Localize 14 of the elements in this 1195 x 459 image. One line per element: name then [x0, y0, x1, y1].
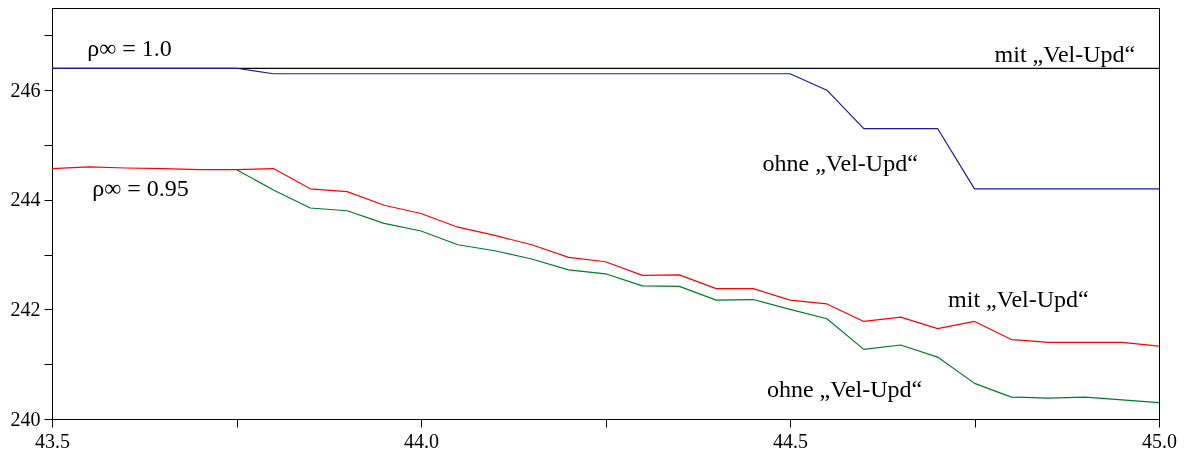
x-tick-label: 44.5 — [773, 429, 808, 452]
annotation: ρ∞ = 1.0 — [87, 35, 172, 62]
y-tick-label: 240 — [10, 407, 41, 430]
y-tick-label: 242 — [10, 297, 41, 320]
annotation: mit „Vel-Upd“ — [994, 41, 1136, 68]
x-tick-label: 43.5 — [35, 429, 70, 452]
x-tick-label: 45.0 — [1142, 429, 1177, 452]
y-tick-label: 246 — [10, 78, 41, 101]
annotation: mit „Vel-Upd“ — [948, 285, 1089, 312]
x-tick-label: 44.0 — [404, 429, 439, 452]
annotation: ρ∞ = 0.95 — [92, 174, 189, 201]
y-tick-label: 244 — [10, 188, 41, 211]
annotation: ohne „Vel-Upd“ — [766, 376, 923, 403]
annotation: ohne „Vel-Upd“ — [762, 150, 918, 177]
